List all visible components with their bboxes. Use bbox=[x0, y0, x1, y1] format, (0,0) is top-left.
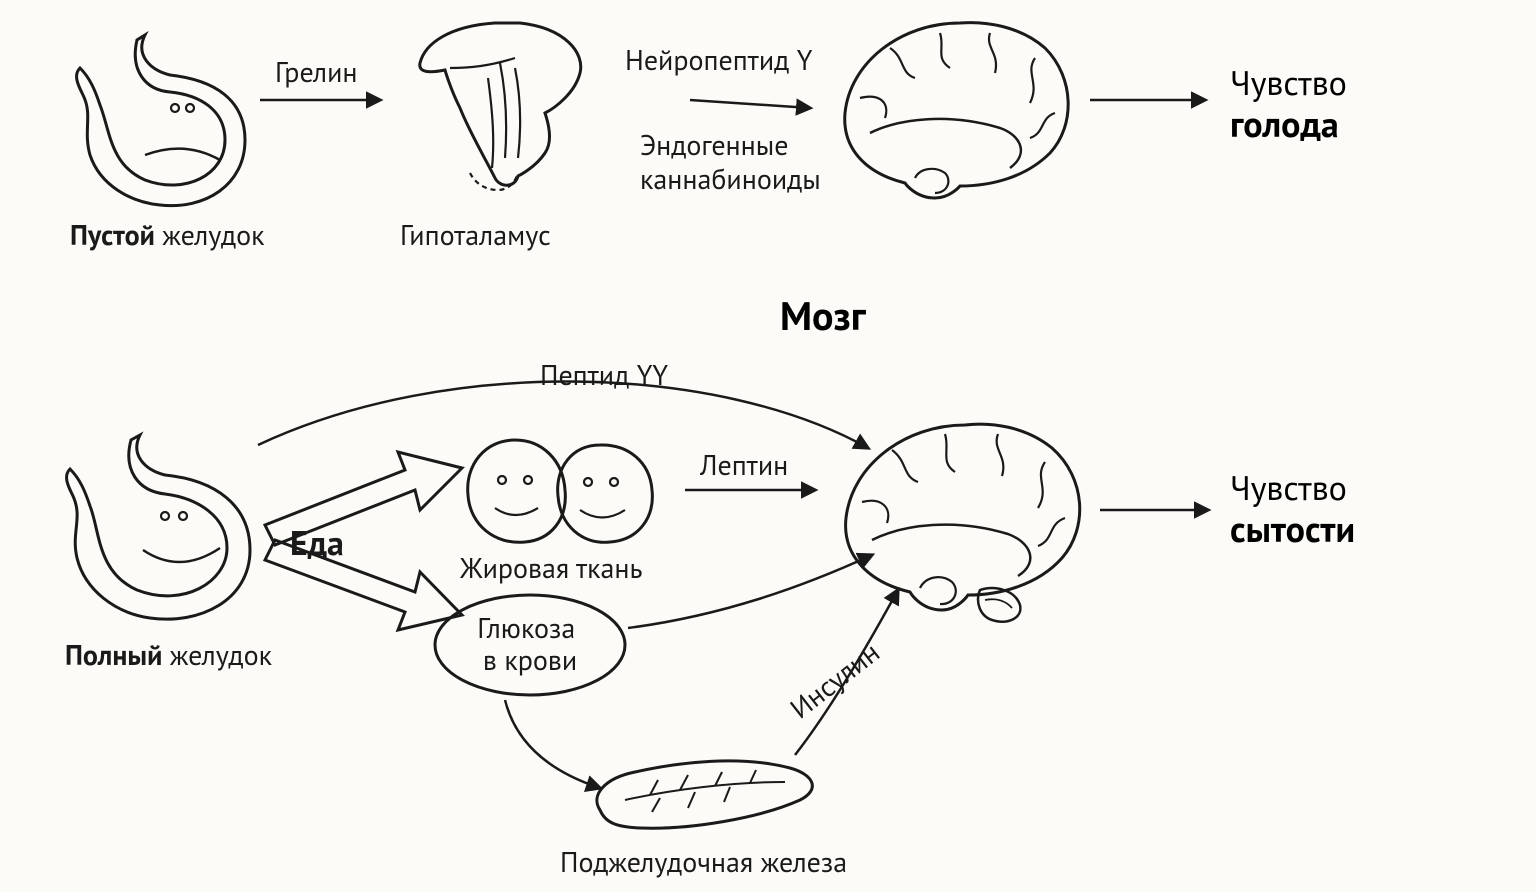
brain-heading: Мозг bbox=[780, 290, 867, 342]
adipose-icon bbox=[468, 440, 653, 542]
endocannabinoids-label: Эндогенные каннабиноиды bbox=[640, 126, 821, 197]
npy-label: Нейропептид Y bbox=[625, 41, 813, 78]
pancreas-label: Поджелудочная железа bbox=[560, 843, 847, 880]
full-stomach-icon bbox=[67, 435, 250, 619]
leptin-label: Лептин bbox=[699, 446, 788, 483]
satiety-result-label: Чувство сытости bbox=[1230, 466, 1355, 552]
hypothalamus-icon bbox=[420, 23, 581, 190]
empty-stomach-icon bbox=[77, 35, 245, 206]
hunger-result-label: Чувство голода bbox=[1230, 61, 1351, 147]
adipose-label: Жировая ткань bbox=[459, 549, 643, 586]
insulin-label: Инсулин bbox=[782, 633, 886, 726]
svg-text:Глюкоза в крови: Глюкоза в крови bbox=[477, 609, 583, 678]
brain-bottom-icon bbox=[846, 424, 1080, 621]
full-stomach-label: Полный желудок bbox=[65, 636, 273, 673]
ghrelin-label: Грелин bbox=[275, 53, 358, 90]
glucose-node: Глюкоза в крови bbox=[435, 595, 625, 695]
glucose-to-pancreas-arrow bbox=[505, 700, 600, 788]
pancreas-icon bbox=[597, 761, 812, 828]
brain-top-icon bbox=[845, 23, 1068, 198]
peptide-yy-label: Пептид YY bbox=[540, 356, 668, 393]
empty-stomach-label: Пустой желудок bbox=[70, 216, 265, 253]
npy-arrow bbox=[690, 100, 810, 108]
glucose-to-brain-arrow bbox=[628, 555, 872, 628]
hypothalamus-label: Гипоталамус bbox=[400, 216, 551, 253]
